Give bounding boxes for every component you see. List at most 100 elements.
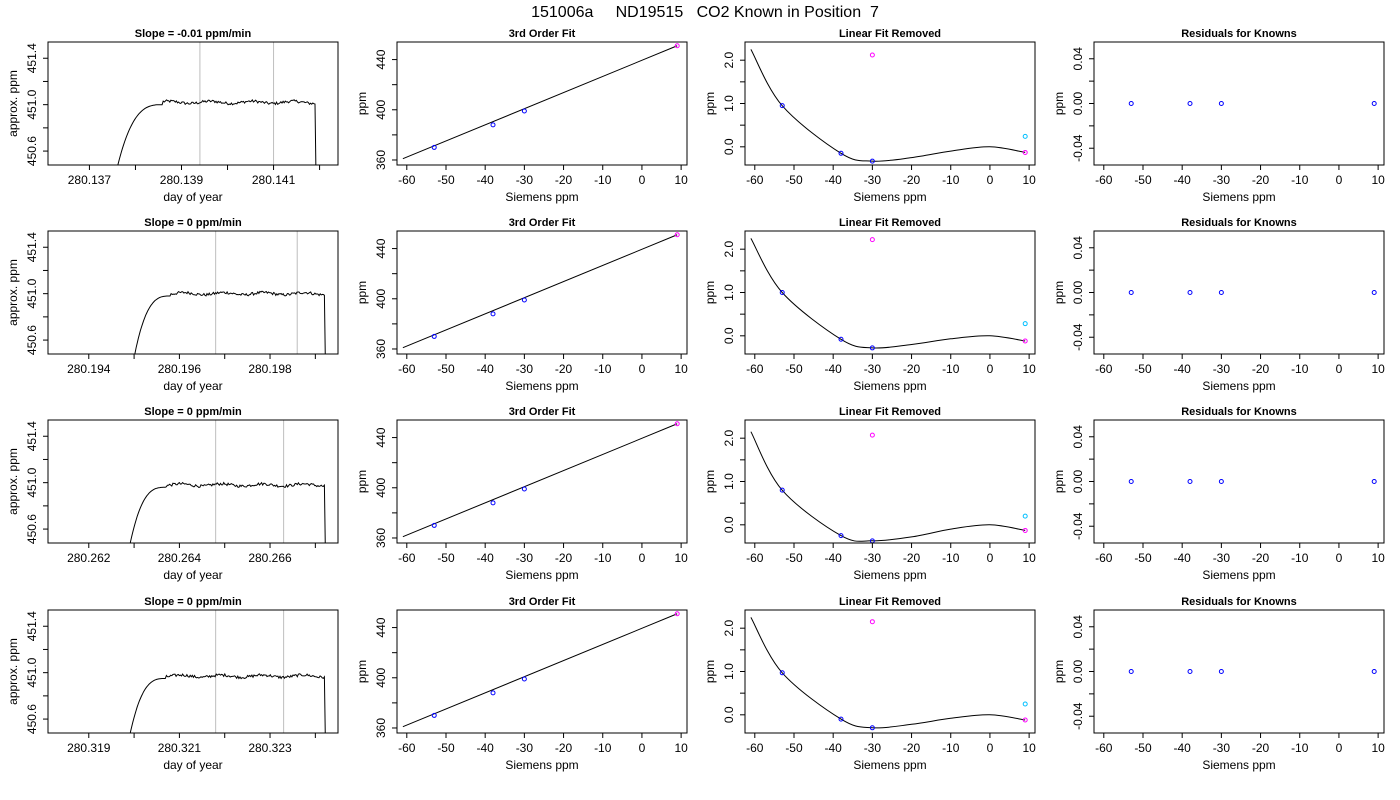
y-tick-label: 360: [374, 150, 388, 170]
y-tick-label: 440: [374, 427, 388, 447]
data-point: [1218, 290, 1224, 295]
y-tick-label: -0.04: [1071, 134, 1085, 162]
y-tick-label: 1.0: [722, 663, 736, 680]
plot-area: [129, 610, 326, 733]
plot-area: [750, 617, 1028, 731]
x-axis-label: Siemens ppm: [505, 190, 578, 204]
x-tick-label: 0: [987, 362, 994, 376]
x-tick-label: -50: [437, 551, 455, 565]
panel-title: Slope = 0 ppm/min: [144, 217, 242, 229]
x-tick-label: -30: [864, 362, 882, 376]
plot-area: [134, 231, 326, 354]
panel-title: 3rd Order Fit: [509, 217, 576, 229]
x-tick-label: -20: [1252, 551, 1270, 565]
y-tick-label: 440: [374, 617, 388, 637]
x-tick-label: 10: [1022, 551, 1036, 565]
data-point: [838, 150, 844, 156]
plot-area: [129, 420, 326, 543]
panel-title: Linear Fit Removed: [839, 217, 941, 229]
x-tick-label: 0: [1336, 362, 1343, 376]
x-tick-label: 0: [639, 551, 646, 565]
y-tick-label: 400: [374, 667, 388, 687]
concentration-trace: [134, 290, 326, 354]
x-tick-label: -20: [903, 173, 921, 187]
y-tick-label: -0.04: [1071, 702, 1085, 730]
x-tick-label: -50: [785, 741, 803, 755]
x-tick-label: -10: [594, 362, 612, 376]
x-tick-label: -20: [903, 362, 921, 376]
y-tick-label: 2.0: [722, 620, 736, 637]
data-point: [431, 712, 437, 718]
plot-frame: [396, 609, 688, 734]
x-tick-label: -10: [1291, 551, 1309, 565]
panel-title: Residuals for Knowns: [1181, 217, 1297, 229]
data-point: [1022, 513, 1028, 519]
panel-title: Slope = 0 ppm/min: [144, 406, 242, 418]
data-point: [838, 716, 844, 722]
data-point: [1022, 133, 1028, 139]
plot-frame: [396, 41, 688, 166]
y-axis-label: ppm: [703, 92, 717, 115]
data-point: [431, 522, 437, 528]
x-tick-label: -50: [1134, 362, 1152, 376]
y-tick-label: 1.0: [722, 95, 736, 112]
plot-frame: [47, 230, 339, 355]
x-axis-label: Siemens ppm: [1202, 379, 1275, 393]
y-tick-label: 450.6: [25, 704, 39, 734]
cubic-fit-curve: [750, 431, 1026, 542]
cubic-fit-curve: [750, 617, 1026, 729]
concentration-trace: [129, 481, 326, 543]
data-point: [490, 500, 496, 506]
y-tick-label: 451.4: [25, 421, 39, 451]
y-axis-label: approx. ppm: [6, 638, 20, 705]
data-point: [869, 432, 875, 438]
panel-r1-c1: Slope = -0.01 ppm/min 280.137 280.139 280.1…: [6, 28, 339, 204]
plot-area: [402, 611, 680, 728]
x-tick-label: -60: [746, 173, 764, 187]
x-tick-label: 10: [1371, 173, 1385, 187]
x-tick-label: -30: [516, 173, 534, 187]
y-axis-label: ppm: [1052, 470, 1066, 493]
y-tick-label: 400: [374, 99, 388, 119]
x-tick-label: -20: [903, 741, 921, 755]
x-tick-label: -30: [864, 551, 882, 565]
y-axis-label: ppm: [355, 660, 369, 683]
figure-title: 151006a ND19515 CO2 Known in Position 7: [531, 4, 879, 21]
data-point: [1022, 527, 1028, 533]
x-tick-label: -20: [903, 551, 921, 565]
y-tick-label: 0.0: [722, 516, 736, 533]
plot-frame: [744, 609, 1036, 734]
data-point: [521, 676, 527, 682]
y-tick-label: 0.0: [722, 138, 736, 155]
x-tick-label: 280.139: [160, 173, 204, 187]
x-axis-label: Siemens ppm: [853, 568, 926, 582]
x-tick-label: -10: [594, 741, 612, 755]
y-tick-label: 451.0: [25, 278, 39, 308]
y-tick-label: 451.4: [25, 232, 39, 262]
x-tick-label: -50: [437, 362, 455, 376]
x-tick-label: -30: [864, 741, 882, 755]
plot-area: [1128, 101, 1377, 106]
y-tick-label: 1.0: [722, 473, 736, 490]
panel-r2-c2: 3rd Order Fit -60 -50 -40 -30 -20 -10 0 10 Siemen…: [355, 217, 688, 393]
x-tick-label: -20: [555, 173, 573, 187]
plot-area: [750, 431, 1028, 543]
y-tick-label: 0.0: [722, 706, 736, 723]
x-tick-label: -50: [1134, 173, 1152, 187]
x-tick-label: 280.319: [67, 741, 111, 755]
x-tick-label: -10: [594, 551, 612, 565]
x-tick-label: -40: [825, 362, 843, 376]
plot-area: [750, 237, 1028, 351]
y-tick-label: 0.0: [722, 327, 736, 344]
x-tick-label: -30: [1213, 741, 1231, 755]
data-point: [869, 52, 875, 58]
x-tick-label: -20: [555, 741, 573, 755]
x-axis-label: day of year: [163, 379, 222, 393]
panel-title: Residuals for Knowns: [1181, 406, 1297, 418]
x-tick-label: -40: [1174, 173, 1192, 187]
x-tick-label: 10: [1371, 741, 1385, 755]
panel-r2-c1: Slope = 0 ppm/min 280.194 280.196 280.198 da…: [6, 217, 339, 393]
y-tick-label: 0.04: [1071, 47, 1085, 71]
x-tick-label: -60: [746, 551, 764, 565]
